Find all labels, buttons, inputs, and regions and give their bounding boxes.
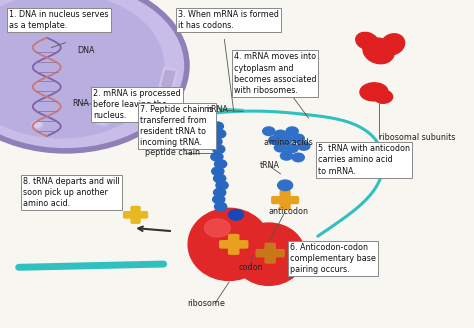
Circle shape <box>32 121 43 129</box>
Circle shape <box>215 160 227 168</box>
Text: 6. Anticodon-codon
complementary base
pairing occurs.: 6. Anticodon-codon complementary base pa… <box>290 243 376 274</box>
Circle shape <box>274 130 286 139</box>
Ellipse shape <box>374 90 392 103</box>
Circle shape <box>214 188 226 197</box>
Text: amino acids: amino acids <box>264 138 313 147</box>
FancyBboxPatch shape <box>219 241 248 248</box>
Circle shape <box>278 180 292 191</box>
Circle shape <box>213 145 225 154</box>
FancyBboxPatch shape <box>155 121 172 142</box>
Text: 7. Peptide chain is
transferred from
resident tRNA to
incoming tRNA.: 7. Peptide chain is transferred from res… <box>140 105 214 147</box>
Circle shape <box>286 144 298 153</box>
Text: codon: codon <box>238 263 263 272</box>
Ellipse shape <box>0 0 187 151</box>
Circle shape <box>286 127 298 135</box>
Circle shape <box>94 114 111 126</box>
FancyBboxPatch shape <box>256 250 284 257</box>
Circle shape <box>228 210 244 220</box>
Circle shape <box>211 153 223 161</box>
Ellipse shape <box>363 38 394 64</box>
Circle shape <box>298 142 310 150</box>
Text: 3. When mRNA is formed
it has codons.: 3. When mRNA is formed it has codons. <box>178 10 279 30</box>
Text: ribosome: ribosome <box>187 299 225 308</box>
FancyBboxPatch shape <box>158 123 169 139</box>
Ellipse shape <box>360 83 388 101</box>
FancyBboxPatch shape <box>272 197 299 203</box>
Circle shape <box>211 122 223 131</box>
Ellipse shape <box>233 223 305 285</box>
Circle shape <box>292 153 304 162</box>
Text: 2. mRNA is processed
before leaving the
nucleus.: 2. mRNA is processed before leaving the … <box>93 89 181 120</box>
Ellipse shape <box>356 32 378 50</box>
Circle shape <box>210 137 222 146</box>
Circle shape <box>269 136 281 144</box>
Ellipse shape <box>204 219 230 237</box>
Text: mRNA: mRNA <box>203 105 228 114</box>
FancyBboxPatch shape <box>159 68 177 90</box>
FancyBboxPatch shape <box>280 191 290 209</box>
Ellipse shape <box>381 34 405 55</box>
Circle shape <box>214 174 226 183</box>
Circle shape <box>216 181 228 190</box>
FancyBboxPatch shape <box>124 212 147 218</box>
Circle shape <box>213 195 225 204</box>
FancyBboxPatch shape <box>131 207 140 223</box>
Circle shape <box>263 127 275 135</box>
Circle shape <box>98 116 108 123</box>
Text: tRNA: tRNA <box>259 161 279 170</box>
Text: DNA: DNA <box>77 46 95 55</box>
Text: anticodon: anticodon <box>269 207 309 216</box>
Ellipse shape <box>188 208 270 280</box>
Text: 4. mRNA moves into
cytoplasm and
becomes associated
with ribosomes.: 4. mRNA moves into cytoplasm and becomes… <box>234 52 316 95</box>
Circle shape <box>212 167 224 175</box>
Circle shape <box>34 122 41 127</box>
Text: peptide chain: peptide chain <box>145 148 200 157</box>
FancyBboxPatch shape <box>265 243 275 263</box>
FancyBboxPatch shape <box>162 71 175 87</box>
Text: ribosomal subunits: ribosomal subunits <box>379 133 455 142</box>
Text: 1. DNA in nucleus serves
as a template.: 1. DNA in nucleus serves as a template. <box>9 10 109 30</box>
Circle shape <box>281 152 292 160</box>
Circle shape <box>215 202 227 211</box>
Circle shape <box>274 143 286 152</box>
FancyBboxPatch shape <box>228 235 239 254</box>
Ellipse shape <box>0 0 164 138</box>
Circle shape <box>292 134 304 143</box>
Circle shape <box>214 130 226 138</box>
Circle shape <box>281 135 292 144</box>
Text: 8. tRNA departs and will
soon pick up another
amino acid.: 8. tRNA departs and will soon pick up an… <box>23 177 120 208</box>
Text: RNA: RNA <box>73 99 89 108</box>
Text: 5. tRNA with anticodon
carries amino acid
to mRNA.: 5. tRNA with anticodon carries amino aci… <box>318 144 410 175</box>
